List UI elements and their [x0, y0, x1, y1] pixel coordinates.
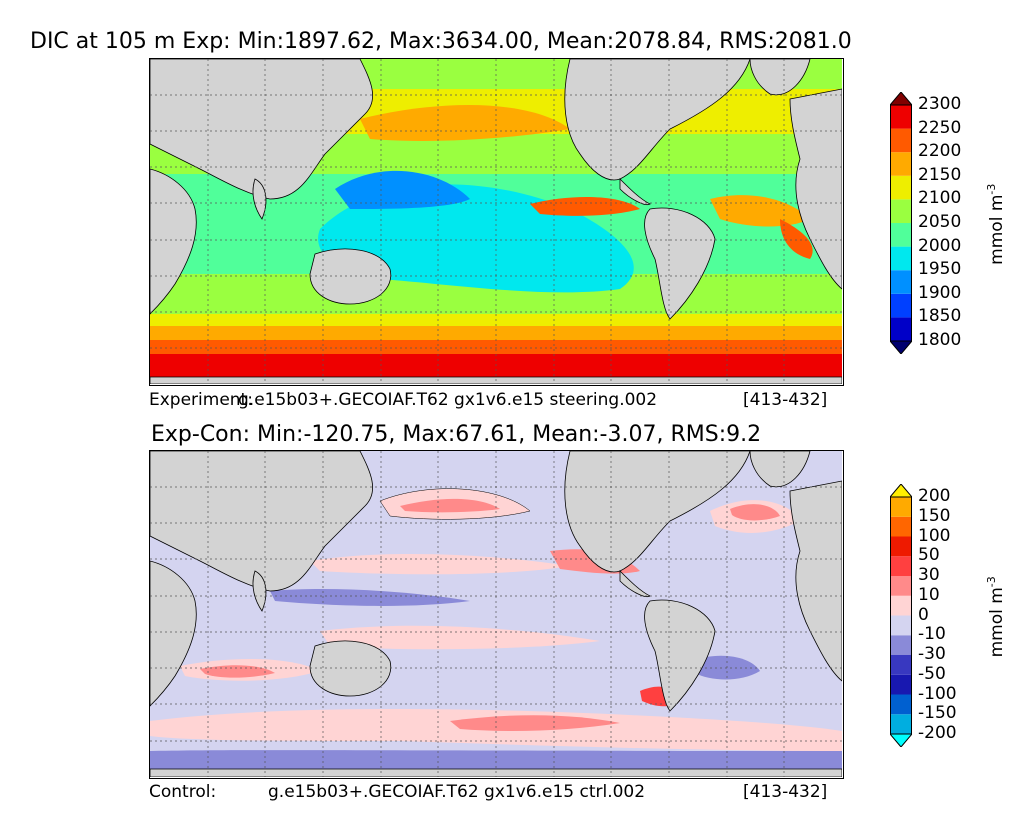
bottom-colorbar-segment — [890, 714, 912, 734]
bottom-colorbar-units: mmol m-3 — [985, 576, 1007, 658]
top-colorbar-units: mmol m-3 — [985, 183, 1007, 265]
bottom-colorbar-tick-label: -10 — [918, 624, 946, 645]
bottom-colorbar-frame — [890, 496, 912, 735]
top-colorbar-tick-label: 2300 — [918, 94, 962, 114]
bottom-colorbar-max-cap — [888, 483, 914, 498]
bottom-map-panel — [149, 450, 844, 779]
top-map-panel — [149, 58, 844, 386]
top-colorbar-max-cap — [888, 91, 914, 106]
bottom-map-title: Exp-Con: Min:-120.75, Max:67.61, Mean:-3… — [151, 422, 762, 447]
top-colorbar-tick-label: 2200 — [918, 141, 962, 162]
top-colorbar-segment — [890, 270, 912, 294]
top-colorbar-tick-label: 2250 — [918, 117, 962, 138]
top-colorbar-segment — [890, 246, 912, 271]
top-colorbar-tick-label: 2050 — [918, 212, 962, 232]
graticule — [150, 451, 842, 777]
bottom-caption-years: [413-432] — [743, 782, 828, 802]
bottom-colorbar: -200 -150 -100 -50 -30 -10 0 10 30 50 100 150 200 — [888, 483, 957, 748]
bottom-colorbar-tick-label: -30 — [918, 644, 946, 664]
top-dic-map — [150, 59, 842, 384]
top-colorbar-tick-label: 1800 — [918, 330, 962, 350]
bottom-caption-case: g.e15b03+.GECOIAF.T62 gx1v6.e15 ctrl.002 — [268, 782, 646, 802]
top-colorbar-segment — [890, 199, 912, 223]
bottom-colorbar-tick-label: 0 — [918, 604, 929, 625]
bottom-caption-label: Control: — [149, 782, 217, 802]
bottom-colorbar-tick-label: 30 — [918, 565, 940, 585]
bottom-colorbar-tick-label: 10 — [918, 584, 940, 605]
bottom-colorbar-tick-label: -100 — [918, 683, 957, 704]
top-colorbar-tick-label: 1900 — [918, 282, 962, 303]
top-colorbar-segment — [890, 175, 912, 200]
bottom-colorbar-tick-label: 200 — [918, 486, 951, 506]
top-caption-years: [413-432] — [743, 390, 828, 410]
top-colorbar-tick-label: 2000 — [918, 235, 962, 256]
bottom-colorbar-segment — [890, 615, 912, 636]
top-colorbar-tick-label: 1950 — [918, 259, 962, 280]
top-colorbar-segment — [890, 317, 912, 341]
top-colorbar-frame — [890, 104, 912, 342]
bottom-colorbar-segment — [890, 674, 912, 695]
bottom-colorbar-tick-label: -50 — [918, 663, 946, 684]
bottom-colorbar-segment — [890, 556, 912, 576]
top-map-title: DIC at 105 m Exp: Min:1897.62, Max:3634.… — [30, 29, 852, 54]
top-colorbar-segment — [890, 223, 912, 247]
top-colorbar-segment — [890, 293, 912, 318]
bottom-colorbar-segment — [890, 536, 912, 557]
pacific-core-low-dic — [335, 170, 470, 209]
bottom-colorbar-segment — [890, 516, 912, 537]
bottom-colorbar-min-cap — [888, 733, 914, 748]
bottom-colorbar-tick-label: -150 — [918, 703, 957, 724]
top-caption-label: Experiment: — [149, 390, 253, 410]
bottom-colorbar-segment — [890, 694, 912, 715]
top-colorbar-segment — [890, 105, 912, 129]
top-colorbar-graphic — [888, 91, 914, 355]
top-colorbar: 1800 1850 1900 1950 2000 2050 2100 2150 2200 2250… — [888, 91, 961, 355]
bottom-difference-map — [150, 451, 842, 777]
top-colorbar-min-cap — [888, 340, 914, 355]
top-colorbar-tick-label: 2100 — [918, 188, 962, 209]
bottom-colorbar-segment — [890, 655, 912, 675]
bottom-colorbar-tick-label: 100 — [918, 525, 951, 546]
bottom-colorbar-segment — [890, 497, 912, 517]
graticule — [150, 59, 842, 384]
bottom-colorbar-tick-label: -200 — [918, 723, 957, 743]
bottom-colorbar-graphic — [888, 483, 914, 748]
top-colorbar-tick-label: 1850 — [918, 306, 962, 327]
top-colorbar-tick-label: 2150 — [918, 164, 962, 185]
top-caption-case: g.e15b03+.GECOIAF.T62 gx1v6.e15 steering… — [238, 390, 658, 410]
top-colorbar-segment — [890, 128, 912, 153]
bottom-colorbar-segment — [890, 576, 912, 596]
bottom-colorbar-tick-label: 150 — [918, 505, 951, 526]
bottom-colorbar-tick-label: 50 — [918, 545, 940, 566]
bottom-colorbar-segment — [890, 595, 912, 616]
top-colorbar-segment — [890, 152, 912, 176]
bottom-colorbar-segment — [890, 635, 912, 655]
